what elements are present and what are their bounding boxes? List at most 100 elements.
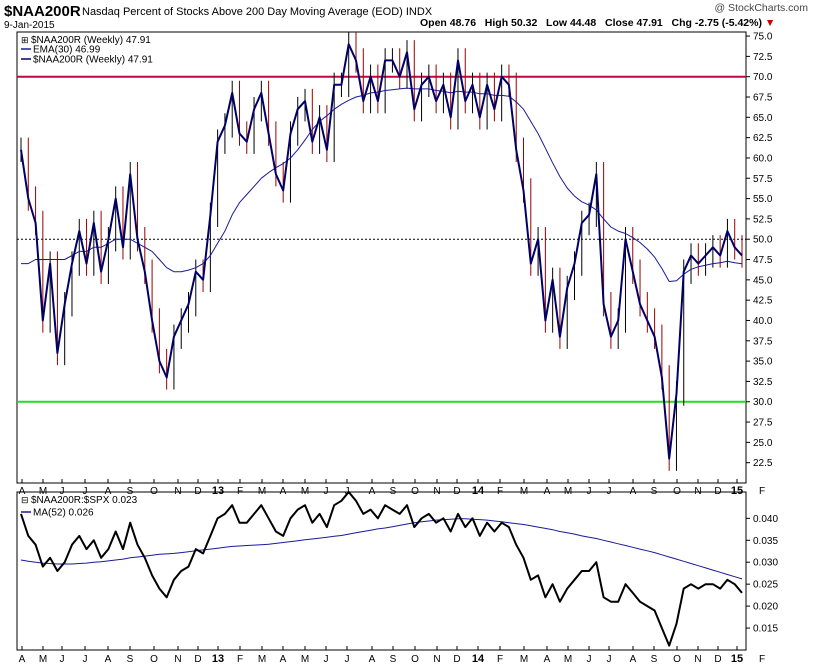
x-tick-label: F <box>759 486 765 497</box>
x-tick-label: J <box>607 486 612 497</box>
ratio-x-tick-label: A <box>369 654 376 665</box>
x-tick-label: D <box>453 486 460 497</box>
x-tick-label: 13 <box>212 485 224 497</box>
x-tick-label: J <box>345 486 350 497</box>
x-tick-label: J <box>83 486 88 497</box>
x-tick-label: S <box>651 486 658 497</box>
ratio-x-tick-label: D <box>714 654 721 665</box>
y-tick-label: 55.0 <box>753 194 773 205</box>
y-tick-label: 75.0 <box>753 32 773 43</box>
ratio-x-tick-label: 13 <box>212 653 224 665</box>
ratio-x-tick-label: M <box>39 654 47 665</box>
y-tick-label: 30.0 <box>753 397 773 408</box>
x-tick-label: S <box>390 486 397 497</box>
x-tick-label: N <box>694 486 701 497</box>
y-tick-label: 47.5 <box>753 255 773 266</box>
y-tick-label: 65.0 <box>753 113 773 124</box>
ratio-y-tick-label: 0.025 <box>753 580 778 591</box>
x-tick-label: A <box>630 486 637 497</box>
y-tick-label: 25.0 <box>753 438 773 449</box>
ratio-x-tick-label: O <box>673 654 681 665</box>
x-tick-label: F <box>497 486 503 497</box>
x-tick-label: O <box>673 486 681 497</box>
x-tick-label: A <box>19 486 26 497</box>
ratio-y-tick-label: 0.040 <box>753 514 778 525</box>
x-tick-label: D <box>714 486 721 497</box>
x-tick-label: J <box>60 486 65 497</box>
ratio-x-tick-label: D <box>194 654 201 665</box>
x-tick-label: O <box>411 486 419 497</box>
ratio-y-tick-label: 0.020 <box>753 602 778 613</box>
y-tick-label: 27.5 <box>753 418 773 429</box>
chart-date: 9-Jan-2015 <box>4 20 55 31</box>
ratio-x-tick-label: J <box>60 654 65 665</box>
naa200r-spx-ratio-line <box>20 491 743 647</box>
ratio-panel-frame <box>16 491 747 651</box>
ratio-x-tick-label: N <box>174 654 181 665</box>
ratio-x-tick-label: 15 <box>731 653 743 665</box>
ratio-x-tick-label: M <box>301 654 309 665</box>
ratio-x-tick-label: F <box>759 654 765 665</box>
main-legend-title: $NAA200R (Weekly) 47.91 <box>31 35 151 46</box>
x-tick-label: 14 <box>472 485 485 497</box>
ratio-x-tick-label: A <box>544 654 551 665</box>
change-down-arrow-icon: ▼ <box>764 17 776 29</box>
ratio-x-tick-label: M <box>258 654 266 665</box>
ratio-y-tick-label: 0.035 <box>753 536 778 547</box>
ratio-x-tick-label: J <box>607 654 612 665</box>
x-tick-label: D <box>194 486 201 497</box>
ohlc-readout: Open 48.76 High 50.32 Low 44.48 Close 47… <box>420 17 775 29</box>
ratio-x-tick-label: M <box>564 654 572 665</box>
legend-symbol-icon: ⊞ <box>21 35 29 45</box>
ratio-x-tick-label: S <box>127 654 134 665</box>
ratio-x-tick-label: J <box>345 654 350 665</box>
y-tick-label: 72.5 <box>753 52 773 63</box>
price-legend-label: $NAA200R (Weekly) 47.91 <box>33 55 153 66</box>
ratio-y-tick-label: 0.015 <box>753 624 778 635</box>
y-tick-label: 60.0 <box>753 153 773 164</box>
y-tick-label: 40.0 <box>753 316 773 327</box>
y-tick-label: 42.5 <box>753 296 773 307</box>
ratio-x-tick-label: J <box>83 654 88 665</box>
x-tick-label: N <box>174 486 181 497</box>
ratio-x-tick-label: F <box>237 654 243 665</box>
y-tick-label: 70.0 <box>753 72 773 83</box>
x-tick-label: A <box>544 486 551 497</box>
x-tick-label: A <box>369 486 376 497</box>
ratio-legend-symbol-icon: ⊟ <box>21 495 29 505</box>
ratio-x-tick-label: 14 <box>472 653 485 665</box>
main-panel-frame <box>16 31 747 484</box>
y-tick-label: 22.5 <box>753 458 773 469</box>
chart-description: Nasdaq Percent of Stocks Above 200 Day M… <box>82 6 433 18</box>
ratio-x-tick-label: O <box>411 654 419 665</box>
ratio-y-tick-label: 0.030 <box>753 558 778 569</box>
ema-legend-label: EMA(30) 46.99 <box>33 45 101 56</box>
ratio-x-tick-label: J <box>587 654 592 665</box>
x-tick-label: M <box>520 486 528 497</box>
x-tick-label: J <box>587 486 592 497</box>
y-tick-label: 32.5 <box>753 377 773 388</box>
ratio-x-tick-label: J <box>324 654 329 665</box>
stockcharts-credit[interactable]: @ StockCharts.com <box>714 2 808 14</box>
ratio-x-tick-label: N <box>433 654 440 665</box>
x-tick-label: F <box>237 486 243 497</box>
x-tick-label: M <box>301 486 309 497</box>
ratio-x-tick-label: S <box>651 654 658 665</box>
x-tick-label: A <box>280 486 287 497</box>
chart-symbol: $NAA200R <box>4 3 81 20</box>
x-tick-label: O <box>150 486 158 497</box>
ratio-x-tick-label: A <box>19 654 26 665</box>
y-tick-label: 45.0 <box>753 275 773 286</box>
ma-legend-label: MA(52) 0.026 <box>33 508 94 519</box>
ratio-legend-title: $NAA200R:$SPX 0.023 <box>31 495 138 506</box>
y-tick-label: 37.5 <box>753 336 773 347</box>
x-tick-label: N <box>433 486 440 497</box>
ratio-x-tick-label: A <box>105 654 112 665</box>
x-tick-label: J <box>324 486 329 497</box>
y-tick-label: 52.5 <box>753 214 773 225</box>
x-tick-label: M <box>39 486 47 497</box>
ma52-line <box>20 518 743 580</box>
naa200r-line <box>20 43 743 460</box>
y-tick-label: 57.5 <box>753 174 773 185</box>
